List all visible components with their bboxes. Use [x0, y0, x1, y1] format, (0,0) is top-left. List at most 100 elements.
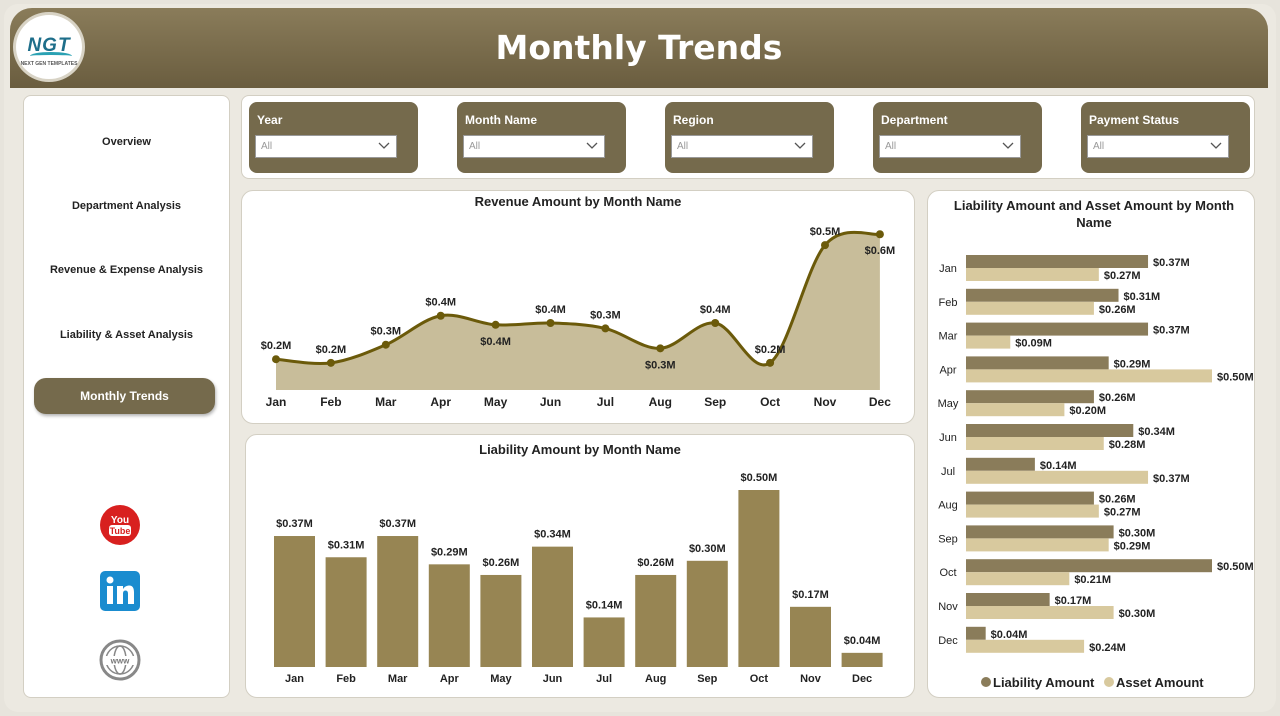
data-label: $0.2M — [261, 340, 292, 352]
nav-item-overview[interactable]: Overview — [102, 136, 151, 148]
asset-bar — [966, 470, 1149, 484]
x-tick-label: Apr — [440, 673, 460, 685]
data-label: $0.37M — [1153, 473, 1190, 485]
filter-department-label: Department — [881, 113, 948, 127]
x-tick-label: Apr — [430, 395, 451, 409]
asset-bar — [966, 504, 1099, 518]
chevron-down-icon — [794, 142, 806, 149]
chevron-down-icon — [586, 142, 598, 149]
asset-bar — [966, 403, 1065, 417]
x-tick-label: May — [484, 395, 508, 409]
linkedin-icon[interactable] — [99, 570, 141, 612]
nav-item-liability-asset[interactable]: Liability & Asset Analysis — [59, 329, 194, 341]
asset-bar — [966, 639, 1085, 653]
liability-bar — [966, 525, 1114, 539]
data-label: $0.26M — [1099, 494, 1136, 506]
asset-bar — [966, 538, 1109, 552]
x-tick-label: Jun — [540, 395, 561, 409]
filter-department-value: All — [885, 141, 897, 152]
y-tick-label: May — [938, 398, 959, 410]
data-label: $0.21M — [1074, 574, 1111, 586]
logo-swoosh-icon — [30, 52, 72, 60]
data-label: $0.5M — [810, 226, 841, 238]
x-tick-label: Jan — [285, 673, 304, 685]
liability-bar — [480, 574, 522, 667]
liability-bar-chart: $0.37M Jan $0.31M Feb $0.37M Mar $0.29M Apr $0.2… — [274, 472, 883, 685]
asset-bar — [966, 606, 1114, 619]
filter-department-dropdown[interactable]: All — [879, 135, 1021, 158]
filter-payment-status-value: All — [1093, 141, 1105, 152]
data-label: $0.4M — [425, 297, 456, 309]
data-label: $0.29M — [431, 546, 468, 558]
data-label: $0.24M — [1089, 642, 1126, 654]
liability-bar — [966, 288, 1119, 302]
data-label: $0.09M — [1015, 338, 1052, 350]
x-tick-label: Dec — [852, 673, 872, 685]
data-label: $0.26M — [1099, 392, 1136, 404]
filter-month-value: All — [469, 141, 481, 152]
nav-item-revenue-expense[interactable]: Revenue & Expense Analysis — [49, 264, 204, 276]
data-label: $0.30M — [1119, 527, 1156, 539]
data-label: $0.27M — [1104, 507, 1141, 519]
filter-region-dropdown[interactable]: All — [671, 135, 813, 158]
filter-payment-status: Payment Status All — [1081, 102, 1250, 173]
legend-marker — [981, 677, 991, 687]
sidebar: Overview Department Analysis Revenue & E… — [23, 95, 230, 698]
liability-bar — [583, 617, 625, 667]
chevron-down-icon — [378, 142, 390, 149]
data-label: $0.26M — [637, 557, 674, 569]
x-tick-label: Feb — [336, 673, 356, 685]
data-label: $0.37M — [1153, 325, 1190, 337]
filter-payment-status-label: Payment Status — [1089, 113, 1180, 127]
liability-bar — [428, 564, 470, 667]
nav-item-department-analysis[interactable]: Department Analysis — [71, 200, 182, 212]
x-tick-label: Mar — [375, 395, 397, 409]
filter-payment-status-dropdown[interactable]: All — [1087, 135, 1229, 158]
svg-text:Tube: Tube — [110, 526, 131, 536]
website-icon[interactable]: www — [99, 639, 141, 681]
revenue-point — [601, 324, 610, 333]
asset-bar — [966, 437, 1104, 450]
svg-text:You: You — [111, 515, 129, 526]
data-label: $0.2M — [316, 344, 347, 356]
asset-bar — [966, 268, 1099, 281]
data-label: $0.17M — [1055, 595, 1092, 607]
data-label: $0.3M — [645, 359, 676, 371]
y-tick-label: Mar — [939, 331, 958, 343]
data-label: $0.50M — [1217, 371, 1254, 383]
filter-year-dropdown[interactable]: All — [255, 135, 397, 158]
liability-bar — [635, 574, 677, 667]
revenue-point — [766, 358, 775, 367]
x-tick-label: Nov — [814, 395, 837, 409]
data-label: $0.3M — [371, 326, 402, 338]
data-label: $0.30M — [689, 543, 726, 555]
data-label: $0.6M — [865, 245, 896, 257]
y-tick-label: Jun — [939, 432, 957, 444]
filter-month: Month Name All — [457, 102, 626, 173]
revenue-point — [656, 344, 665, 353]
nav-item-monthly-trends[interactable]: Monthly Trends — [34, 378, 215, 414]
liability-bar — [738, 490, 780, 667]
liability-bar — [966, 390, 1094, 404]
y-tick-label: Apr — [939, 364, 956, 376]
legend-label: Liability Amount — [993, 675, 1095, 690]
legend-marker — [1104, 677, 1114, 687]
filter-month-label: Month Name — [465, 113, 537, 127]
x-tick-label: Jul — [597, 395, 614, 409]
liability-bar — [325, 557, 367, 667]
liability-bar — [966, 626, 986, 640]
filter-month-dropdown[interactable]: All — [463, 135, 605, 158]
data-label: $0.37M — [379, 518, 416, 530]
revenue-point — [875, 230, 884, 239]
liability-chart-title: Liability Amount by Month Name — [479, 442, 681, 457]
liability-bar — [686, 560, 728, 667]
youtube-icon[interactable]: You Tube — [99, 504, 141, 546]
logo: NGT NEXT GEN TEMPLATES — [13, 12, 85, 82]
x-tick-label: Oct — [750, 673, 769, 685]
data-label: $0.28M — [1109, 439, 1146, 451]
revenue-point — [711, 318, 720, 327]
data-label: $0.2M — [755, 344, 786, 356]
asset-bar — [966, 572, 1070, 586]
data-label: $0.04M — [991, 629, 1028, 641]
